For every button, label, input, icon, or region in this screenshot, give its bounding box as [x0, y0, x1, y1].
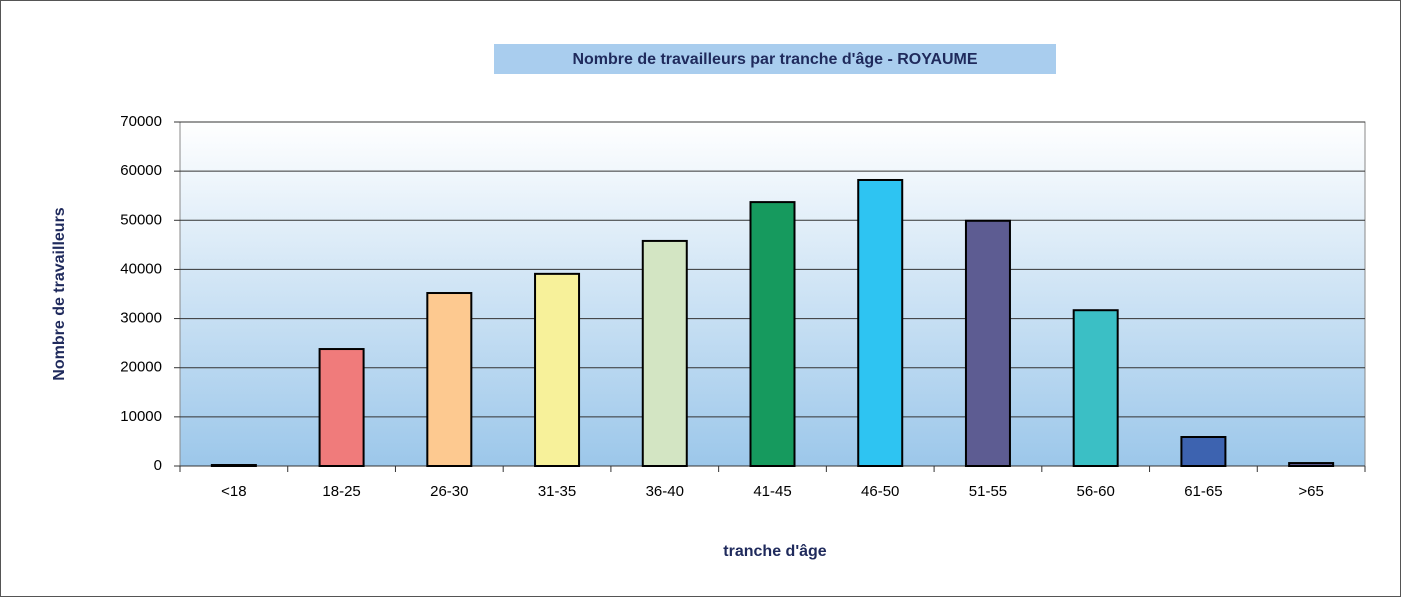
x-tick-label: 26-30: [430, 483, 468, 500]
bar: [318, 348, 365, 468]
bar: [1180, 436, 1227, 467]
y-tick-label: 10000: [120, 408, 162, 425]
x-axis-label: tranche d'âge: [723, 543, 826, 560]
x-tick-label: 18-25: [322, 483, 360, 500]
bar: [641, 239, 688, 467]
y-tick-label: 70000: [120, 113, 162, 130]
x-tick-label: 31-35: [538, 483, 576, 500]
chart-title: Nombre de travailleurs par tranche d'âge…: [572, 51, 977, 68]
y-tick-label: 0: [154, 457, 162, 474]
x-tick-label: 51-55: [969, 483, 1007, 500]
bar: [857, 178, 904, 467]
title-box: [494, 44, 1056, 74]
y-axis-label: Nombre de travailleurs: [51, 207, 68, 381]
x-tick-label: >65: [1298, 483, 1323, 500]
y-tick-label: 20000: [120, 359, 162, 376]
y-tick-label: 30000: [120, 310, 162, 327]
x-tick-label: 56-60: [1076, 483, 1114, 500]
bar: [426, 292, 473, 468]
bar: [1288, 462, 1335, 467]
bar: [964, 219, 1011, 467]
y-tick-label: 50000: [120, 211, 162, 228]
bar: [534, 272, 581, 468]
x-tick-label: 36-40: [646, 483, 684, 500]
x-tick-label: 46-50: [861, 483, 899, 500]
x-tick-label: 41-45: [753, 483, 791, 500]
bar: [749, 201, 796, 468]
x-tick-label: <18: [221, 483, 246, 500]
y-tick-label: 40000: [120, 260, 162, 277]
bar: [210, 464, 257, 468]
y-tick-label: 60000: [120, 162, 162, 179]
bar: [1072, 309, 1119, 467]
x-tick-label: 61-65: [1184, 483, 1222, 500]
